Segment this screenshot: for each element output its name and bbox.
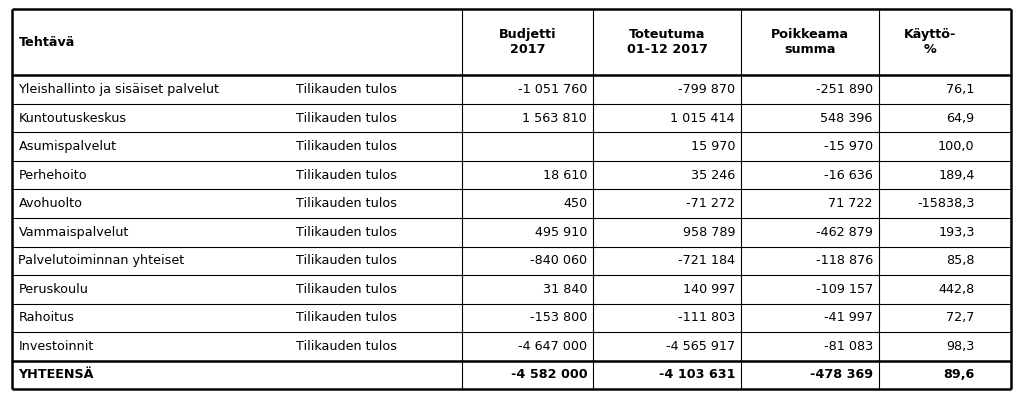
Text: -15 970: -15 970: [824, 140, 873, 153]
Text: -4 103 631: -4 103 631: [659, 369, 735, 381]
Text: Rahoitus: Rahoitus: [18, 311, 75, 324]
Text: 76,1: 76,1: [946, 83, 975, 96]
Text: -462 879: -462 879: [816, 226, 873, 239]
Text: 548 396: 548 396: [820, 112, 873, 125]
Text: -799 870: -799 870: [678, 83, 735, 96]
Text: Tilikauden tulos: Tilikauden tulos: [296, 311, 397, 324]
Text: 140 997: 140 997: [682, 283, 735, 296]
Text: 958 789: 958 789: [682, 226, 735, 239]
Text: -16 636: -16 636: [824, 169, 873, 182]
Text: Yleishallinto ja sisäiset palvelut: Yleishallinto ja sisäiset palvelut: [18, 83, 219, 96]
Text: Tehtävä: Tehtävä: [18, 35, 75, 49]
Text: -721 184: -721 184: [678, 254, 735, 267]
Text: Tilikauden tulos: Tilikauden tulos: [296, 254, 397, 267]
Text: 1 563 810: 1 563 810: [523, 112, 587, 125]
Text: Tilikauden tulos: Tilikauden tulos: [296, 169, 397, 182]
Text: Kuntoutuskeskus: Kuntoutuskeskus: [18, 112, 127, 125]
Text: Tilikauden tulos: Tilikauden tulos: [296, 283, 397, 296]
Text: 193,3: 193,3: [938, 226, 975, 239]
Text: -109 157: -109 157: [815, 283, 873, 296]
Text: Tilikauden tulos: Tilikauden tulos: [296, 140, 397, 153]
Text: 31 840: 31 840: [543, 283, 587, 296]
Text: 35 246: 35 246: [691, 169, 735, 182]
Text: Tilikauden tulos: Tilikauden tulos: [296, 83, 397, 96]
Text: 15 970: 15 970: [691, 140, 735, 153]
Text: 450: 450: [563, 197, 587, 210]
Text: -15838,3: -15838,3: [918, 197, 975, 210]
Text: -4 565 917: -4 565 917: [666, 340, 735, 353]
Text: 1 015 414: 1 015 414: [670, 112, 735, 125]
Text: Tilikauden tulos: Tilikauden tulos: [296, 226, 397, 239]
Text: 100,0: 100,0: [938, 140, 975, 153]
Text: Perhehoito: Perhehoito: [18, 169, 87, 182]
Text: Toteutuma
01-12 2017: Toteutuma 01-12 2017: [627, 28, 708, 56]
Text: 495 910: 495 910: [535, 226, 587, 239]
Text: Budjetti
2017: Budjetti 2017: [498, 28, 557, 56]
Text: Tilikauden tulos: Tilikauden tulos: [296, 112, 397, 125]
Text: 72,7: 72,7: [946, 311, 975, 324]
Text: -41 997: -41 997: [824, 311, 873, 324]
Text: -81 083: -81 083: [824, 340, 873, 353]
Text: -1 051 760: -1 051 760: [518, 83, 587, 96]
Text: -478 369: -478 369: [809, 369, 873, 381]
Text: Tilikauden tulos: Tilikauden tulos: [296, 340, 397, 353]
Text: 71 722: 71 722: [829, 197, 873, 210]
Text: Asumispalvelut: Asumispalvelut: [18, 140, 117, 153]
Text: Vammaispalvelut: Vammaispalvelut: [18, 226, 129, 239]
Text: Palvelutoiminnan yhteiset: Palvelutoiminnan yhteiset: [18, 254, 185, 267]
Text: Poikkeama
summa: Poikkeama summa: [771, 28, 849, 56]
Text: -251 890: -251 890: [815, 83, 873, 96]
Text: 89,6: 89,6: [943, 369, 975, 381]
Text: Käyttö-
%: Käyttö- %: [903, 28, 957, 56]
Text: -118 876: -118 876: [815, 254, 873, 267]
Text: -111 803: -111 803: [677, 311, 735, 324]
Text: -71 272: -71 272: [686, 197, 735, 210]
Text: Investoinnit: Investoinnit: [18, 340, 94, 353]
Text: Avohuolto: Avohuolto: [18, 197, 83, 210]
Text: -840 060: -840 060: [530, 254, 587, 267]
Text: 64,9: 64,9: [946, 112, 975, 125]
Text: YHTEENSÄ: YHTEENSÄ: [18, 369, 94, 381]
Text: Tilikauden tulos: Tilikauden tulos: [296, 197, 397, 210]
Text: 18 610: 18 610: [543, 169, 587, 182]
Text: -4 647 000: -4 647 000: [518, 340, 587, 353]
Text: 98,3: 98,3: [946, 340, 975, 353]
Text: 442,8: 442,8: [938, 283, 975, 296]
Text: -4 582 000: -4 582 000: [510, 369, 587, 381]
Text: Peruskoulu: Peruskoulu: [18, 283, 88, 296]
Text: -153 800: -153 800: [530, 311, 587, 324]
Text: 189,4: 189,4: [938, 169, 975, 182]
Text: 85,8: 85,8: [946, 254, 975, 267]
